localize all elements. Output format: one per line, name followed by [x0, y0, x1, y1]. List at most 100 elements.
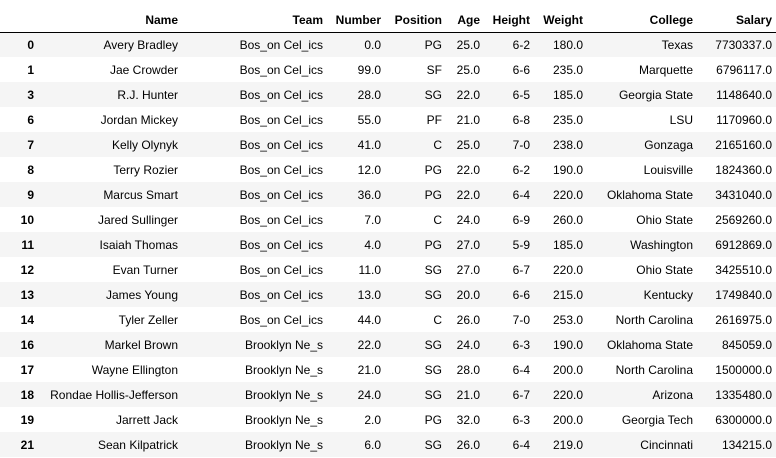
cell-position: C — [433, 212, 442, 227]
row-index: 1 — [27, 62, 34, 77]
cell-position: C — [433, 137, 442, 152]
cell-position: C — [433, 312, 442, 327]
cell-number: 21.0 — [357, 362, 381, 377]
cell-number: 7.0 — [364, 212, 381, 227]
table-row: 14 Tyler Zeller Bos_on Cel_ics 44.0 C 26.0 7-0… — [0, 307, 776, 332]
cell-salary: 2616975.0 — [715, 312, 772, 327]
cell-age: 21.0 — [456, 112, 480, 127]
cell-name: Marcus Smart — [103, 187, 178, 202]
cell-position: SG — [424, 287, 442, 302]
cell-salary: 134215.0 — [721, 437, 772, 452]
row-index: 21 — [20, 437, 34, 452]
column-header-height: Height — [492, 12, 530, 27]
cell-number: 11.0 — [358, 262, 381, 277]
cell-name: Evan Turner — [112, 262, 178, 277]
dataframe-table: Name Team Number Position Age Height Weight Col… — [0, 8, 776, 457]
row-index: 14 — [20, 312, 34, 327]
column-header-index — [0, 8, 38, 32]
cell-name: James Young — [105, 287, 178, 302]
cell-team: Bos_on Cel_ics — [239, 212, 323, 227]
cell-team: Brooklyn Ne_s — [244, 337, 323, 352]
table-row: 12 Evan Turner Bos_on Cel_ics 11.0 SG 27.0 6-7… — [0, 257, 776, 282]
cell-position: SG — [424, 87, 442, 102]
column-header-team: Team — [292, 12, 323, 27]
cell-college: Cincinnati — [640, 437, 693, 452]
cell-team: Brooklyn Ne_s — [244, 387, 323, 402]
column-header-number: Number — [335, 12, 381, 27]
cell-position: PG — [424, 412, 442, 427]
cell-salary: 1500000.0 — [715, 362, 772, 377]
cell-college: Oklahoma State — [606, 337, 693, 352]
cell-team: Bos_on Cel_ics — [239, 87, 323, 102]
cell-team: Bos_on Cel_ics — [239, 237, 323, 252]
cell-position: PG — [424, 37, 442, 52]
cell-weight: 238.0 — [552, 137, 583, 152]
cell-age: 22.0 — [456, 162, 480, 177]
cell-team: Bos_on Cel_ics — [239, 137, 323, 152]
cell-weight: 200.0 — [552, 362, 583, 377]
cell-number: 44.0 — [357, 312, 381, 327]
cell-college: North Carolina — [615, 312, 693, 327]
table-row: 1 Jae Crowder Bos_on Cel_ics 99.0 SF 25.0 6-6 2… — [0, 57, 776, 82]
cell-weight: 235.0 — [552, 112, 583, 127]
cell-age: 25.0 — [456, 37, 480, 52]
cell-height: 5-9 — [512, 237, 530, 252]
cell-weight: 220.0 — [552, 187, 583, 202]
cell-position: PG — [424, 237, 442, 252]
row-index: 9 — [27, 187, 34, 202]
column-header-position: Position — [394, 12, 442, 27]
table-row: 11 Isaiah Thomas Bos_on Cel_ics 4.0 PG 27.0 5-… — [0, 232, 776, 257]
cell-salary: 1335480.0 — [715, 387, 772, 402]
column-header-age: Age — [457, 12, 480, 27]
cell-height: 6-9 — [512, 212, 530, 227]
cell-height: 7-0 — [512, 137, 530, 152]
cell-position: SG — [424, 437, 442, 452]
cell-team: Brooklyn Ne_s — [244, 437, 323, 452]
table-row: 0 Avery Bradley Bos_on Cel_ics 0.0 PG 25.0 6-2… — [0, 32, 776, 57]
column-header-name: Name — [145, 12, 178, 27]
cell-name: Markel Brown — [104, 337, 178, 352]
cell-number: 0.0 — [364, 37, 381, 52]
cell-salary: 2165160.0 — [715, 137, 772, 152]
cell-name: Wayne Ellington — [91, 362, 178, 377]
cell-salary: 1148640.0 — [716, 87, 772, 102]
cell-position: SG — [424, 262, 442, 277]
row-index: 7 — [27, 137, 34, 152]
row-index: 16 — [20, 337, 34, 352]
cell-college: Marquette — [638, 62, 693, 77]
cell-salary: 1749840.0 — [715, 287, 772, 302]
cell-salary: 6912869.0 — [715, 237, 772, 252]
table-row: 6 Jordan Mickey Bos_on Cel_ics 55.0 PF 21.0 6-… — [0, 107, 776, 132]
cell-age: 25.0 — [456, 62, 480, 77]
cell-college: Arizona — [652, 387, 693, 402]
cell-team: Bos_on Cel_ics — [239, 37, 323, 52]
cell-age: 24.0 — [456, 212, 480, 227]
cell-position: PG — [424, 187, 442, 202]
cell-salary: 3425510.0 — [715, 262, 772, 277]
column-header-salary: Salary — [735, 12, 772, 27]
cell-number: 41.0 — [357, 137, 381, 152]
table-row: 9 Marcus Smart Bos_on Cel_ics 36.0 PG 22.0 6-4… — [0, 182, 776, 207]
cell-weight: 253.0 — [552, 312, 583, 327]
cell-salary: 7730337.0 — [715, 37, 772, 52]
cell-salary: 1824360.0 — [715, 162, 772, 177]
cell-weight: 215.0 — [552, 287, 583, 302]
table-row: 10 Jared Sullinger Bos_on Cel_ics 7.0 C 24.0 6… — [0, 207, 776, 232]
cell-position: PG — [424, 162, 442, 177]
cell-position: SF — [426, 62, 442, 77]
row-index: 11 — [21, 237, 34, 252]
cell-team: Bos_on Cel_ics — [239, 62, 323, 77]
cell-number: 55.0 — [357, 112, 381, 127]
table-row: 21 Sean Kilpatrick Brooklyn Ne_s 6.0 SG 26.0 6… — [0, 432, 776, 457]
cell-age: 27.0 — [456, 237, 480, 252]
cell-weight: 180.0 — [552, 37, 583, 52]
header-row: Name Team Number Position Age Height Weight Col… — [0, 8, 776, 32]
cell-college: Georgia State — [618, 87, 693, 102]
table-row: 16 Markel Brown Brooklyn Ne_s 22.0 SG 24.0 6-3… — [0, 332, 776, 357]
row-index: 3 — [27, 87, 34, 102]
cell-number: 24.0 — [357, 387, 381, 402]
cell-weight: 220.0 — [552, 262, 583, 277]
table-row: 13 James Young Bos_on Cel_ics 13.0 SG 20.0 6-6… — [0, 282, 776, 307]
table-row: 7 Kelly Olynyk Bos_on Cel_ics 41.0 C 25.0 7-0 2… — [0, 132, 776, 157]
cell-salary: 845059.0 — [721, 337, 772, 352]
